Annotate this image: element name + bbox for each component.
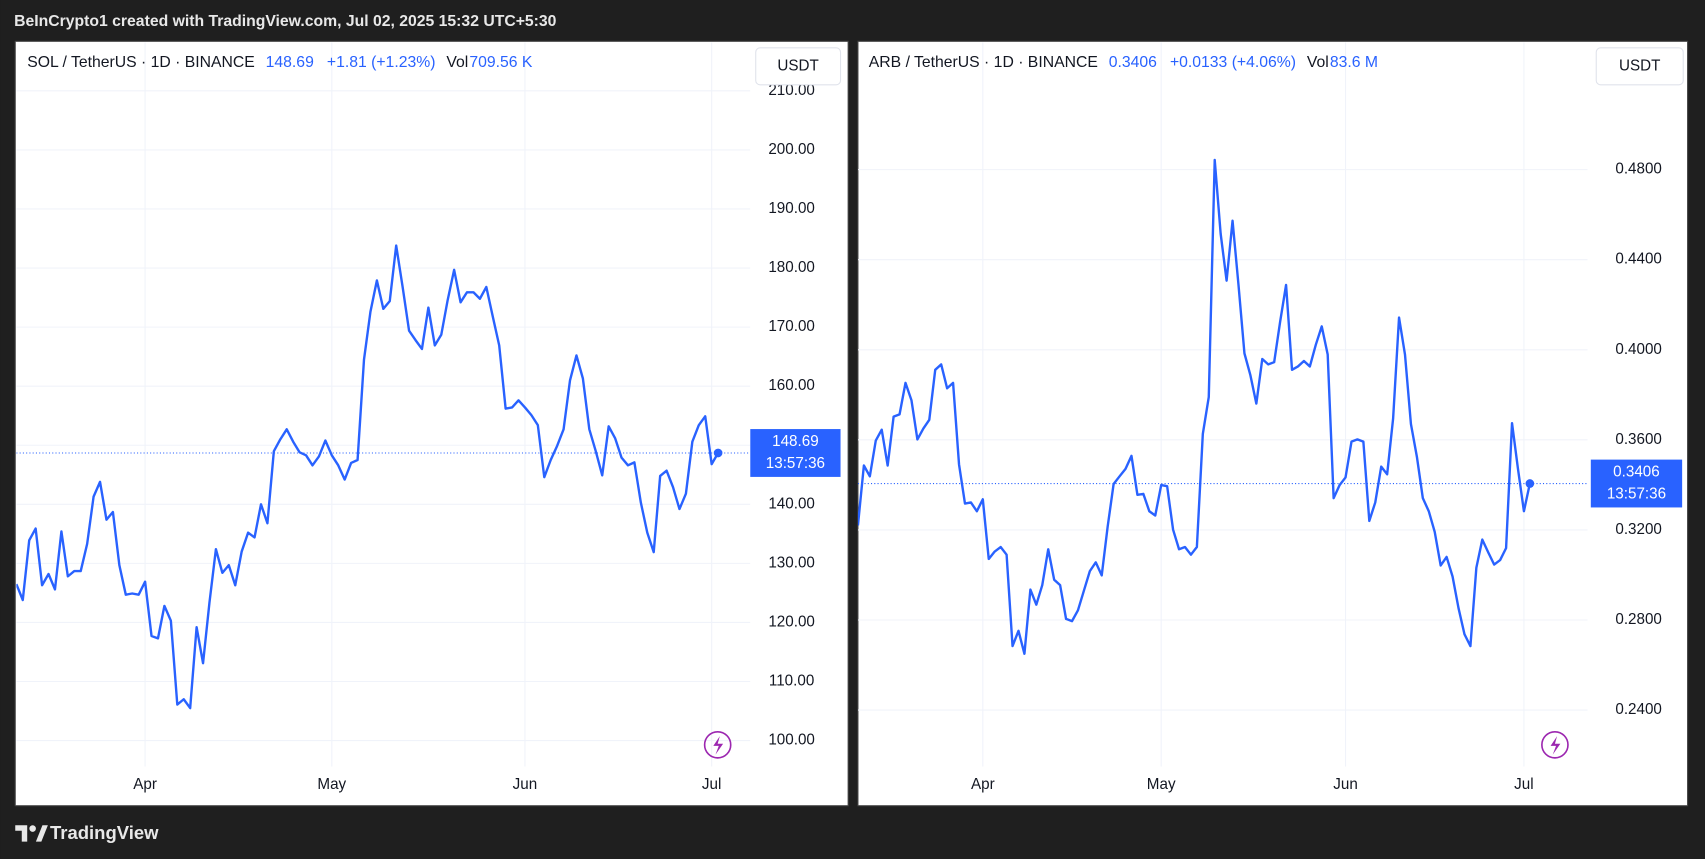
y-tick-label: 0.4400	[1615, 251, 1662, 268]
header-symbol: ARB / TetherUS · 1D · BINANCE	[869, 54, 1098, 71]
alert-icon	[1541, 730, 1569, 759]
alert-icon-bolt	[713, 736, 724, 755]
x-tick-label: Apr	[971, 776, 995, 793]
price-tag	[750, 429, 841, 477]
alert-icon	[703, 730, 732, 759]
y-tick-label: 0.2400	[1615, 701, 1662, 718]
y-tick-label: 180.00	[768, 259, 815, 276]
price-tag-value: 0.3406	[1613, 464, 1660, 481]
y-tick-label: 0.3200	[1615, 521, 1662, 538]
currency: USDT	[777, 57, 818, 74]
alert-icon-bolt	[1550, 736, 1561, 755]
alert-icon-ring	[703, 730, 732, 759]
plot	[857, 42, 1588, 767]
brand-logo	[15, 825, 48, 842]
last-point	[713, 448, 723, 458]
y-tick-label: 0.4800	[1615, 161, 1662, 178]
last-point	[1525, 479, 1535, 488]
x-tick-label: May	[317, 776, 346, 793]
header-volume-label: Vol	[1307, 54, 1329, 71]
y-tick-label: 0.4000	[1615, 341, 1662, 358]
currency-box	[1595, 47, 1684, 86]
x-tick-label: Jul	[1514, 776, 1533, 793]
panel	[14, 40, 849, 807]
header-change: +0.0133 (+4.06%)	[1170, 54, 1296, 71]
y-tick-label: 120.00	[768, 613, 815, 630]
y-tick-label: 100.00	[768, 732, 815, 749]
header-volume: 83.6 M	[1330, 54, 1378, 71]
attribution: BeInCrypto1 created with TradingView.com…	[14, 13, 557, 30]
x-tick-label: Apr	[133, 776, 157, 793]
price-tag	[1590, 459, 1683, 508]
currency-box	[755, 47, 842, 86]
header-volume-label: Vol	[446, 54, 468, 71]
header-last: 148.69	[266, 54, 314, 71]
y-tick-label: 140.00	[768, 495, 815, 512]
x-tick-label: Jun	[1333, 776, 1358, 793]
y-tick-label: 200.00	[768, 141, 815, 158]
brand: TradingView	[50, 822, 159, 843]
y-tick-label: 170.00	[768, 318, 815, 335]
price-line	[857, 158, 1532, 655]
currency: USDT	[1619, 57, 1660, 74]
price-tag-countdown: 13:57:36	[766, 455, 825, 472]
y-tick-label: 0.3600	[1615, 431, 1662, 448]
y-tick-label: 160.00	[768, 377, 815, 394]
header-volume: 709.56 K	[469, 54, 533, 71]
price-tag-countdown: 13:57:36	[1607, 485, 1666, 502]
header-symbol: SOL / TetherUS · 1D · BINANCE	[27, 54, 255, 71]
header-last: 0.3406	[1109, 54, 1157, 71]
price-line	[16, 244, 720, 710]
x-tick-label: May	[1147, 776, 1176, 793]
y-tick-label: 210.00	[768, 82, 815, 99]
y-tick-label: 0.2800	[1615, 611, 1662, 628]
alert-icon-ring	[1541, 730, 1569, 759]
x-tick-label: Jun	[513, 776, 538, 793]
y-tick-label: 110.00	[769, 673, 814, 690]
price-tag-value: 148.69	[772, 433, 819, 450]
panel	[857, 40, 1689, 807]
plot	[16, 42, 751, 767]
y-tick-label: 130.00	[768, 554, 815, 571]
y-tick-label: 190.00	[768, 200, 815, 217]
x-tick-label: Jul	[702, 776, 721, 793]
header-change: +1.81 (+1.23%)	[327, 54, 436, 71]
